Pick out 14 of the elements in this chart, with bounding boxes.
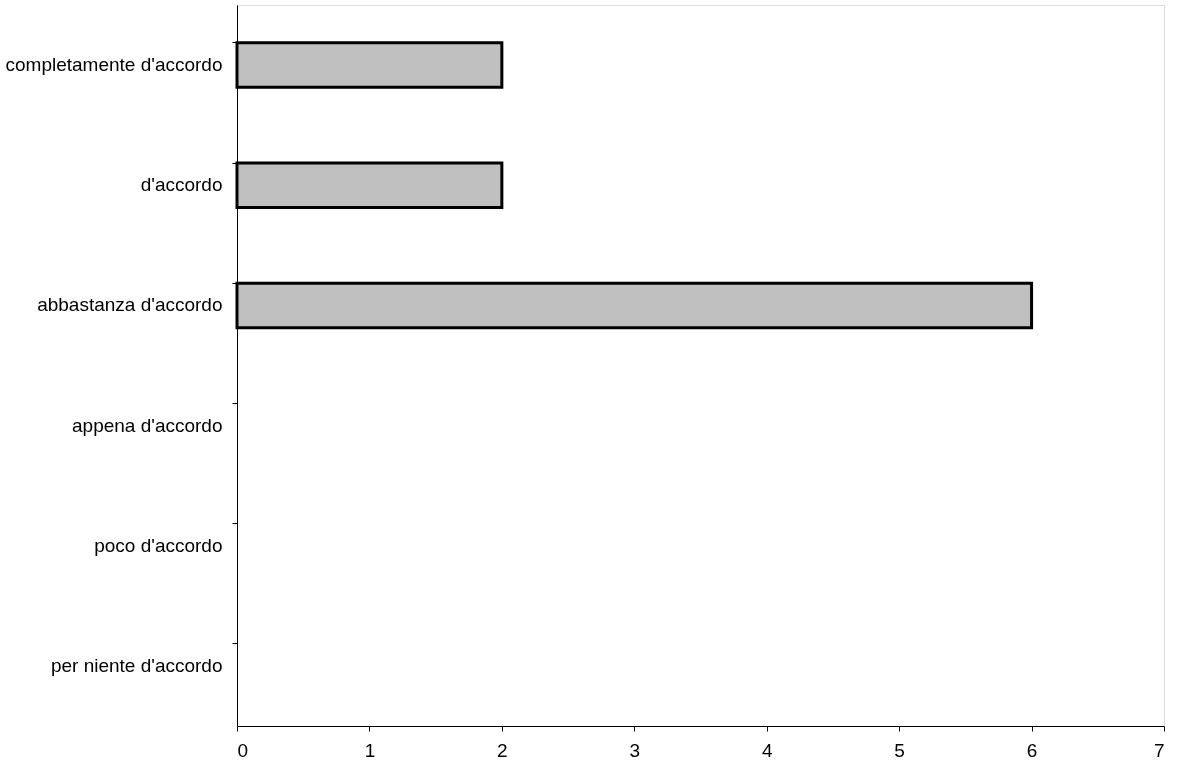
y-tick-label: abbastanza d'accordo	[37, 294, 223, 316]
y-tick-label: poco d'accordo	[94, 534, 223, 556]
x-tick-label: 4	[761, 739, 773, 761]
y-tick-label: per niente d'accordo	[50, 654, 223, 676]
x-tick-label: 3	[629, 739, 641, 761]
y-tick-label: d'accordo	[140, 174, 223, 196]
y-tick-label: appena d'accordo	[72, 414, 223, 436]
x-tick-label: 0	[237, 739, 249, 761]
y-tick-label: completamente d'accordo	[5, 54, 223, 76]
x-tick-label: 1	[364, 739, 376, 761]
x-tick-label: 5	[894, 739, 905, 761]
x-tick-label: 7	[1153, 739, 1165, 761]
x-tick-label: 2	[497, 739, 508, 761]
x-tick-label: 6	[1026, 739, 1038, 761]
